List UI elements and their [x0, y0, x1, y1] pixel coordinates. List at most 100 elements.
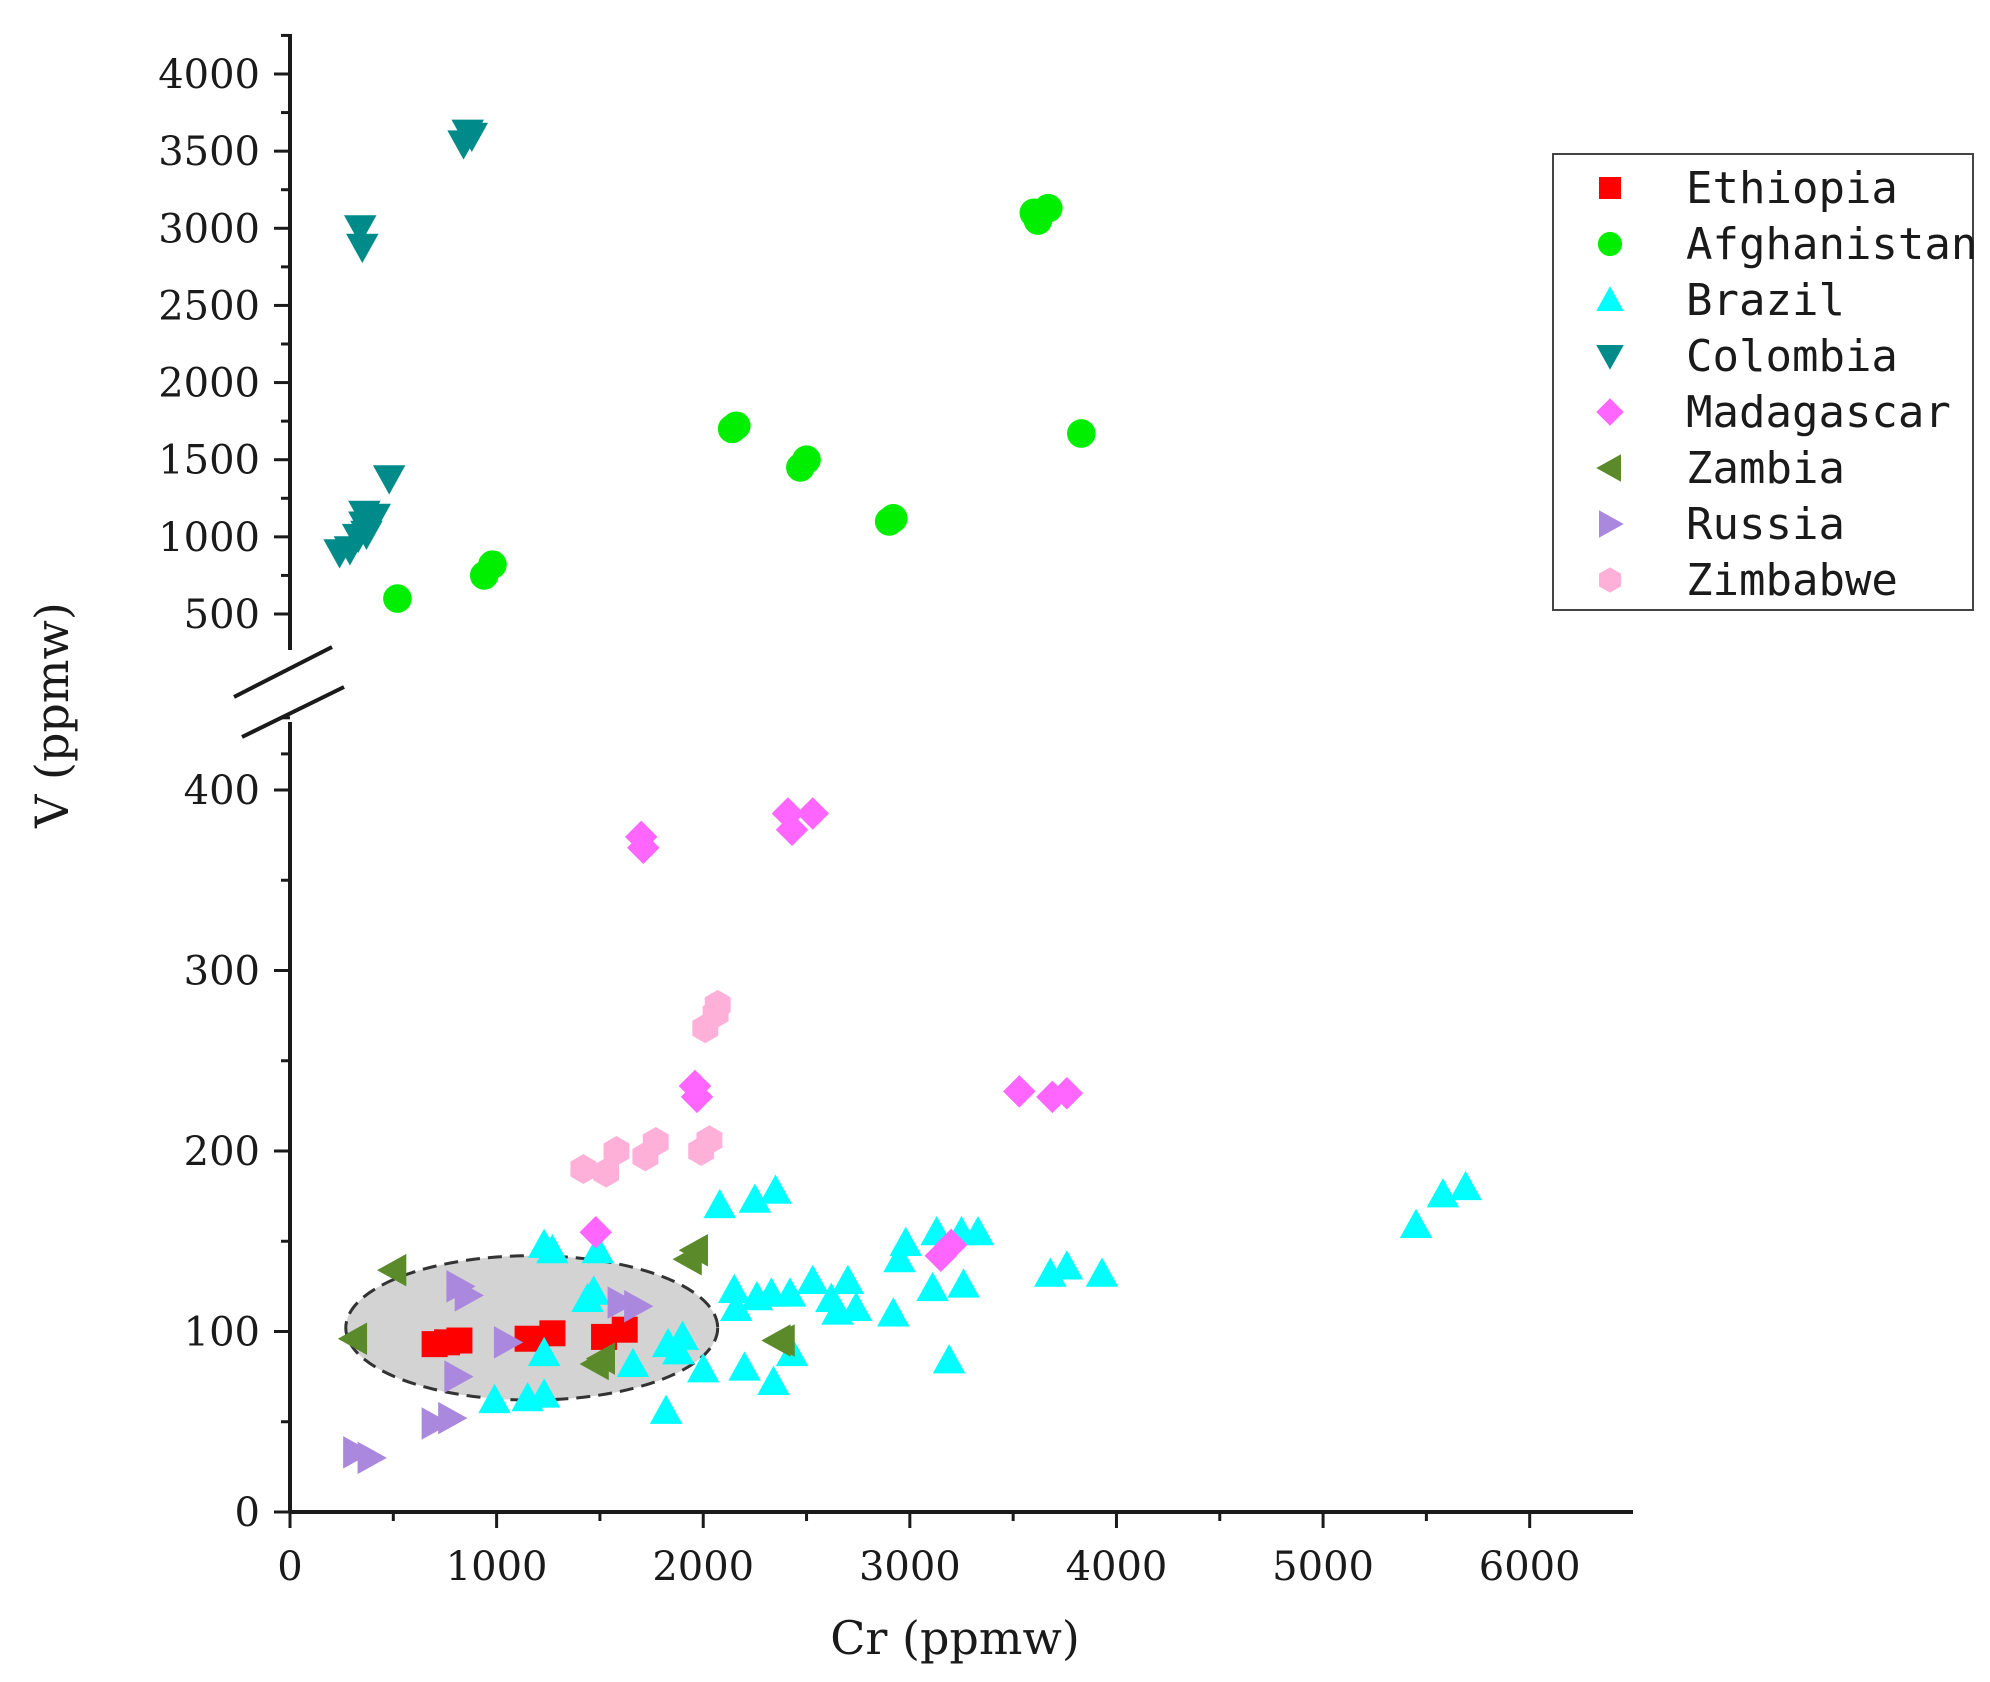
data-point [607, 1286, 637, 1319]
data-point [678, 1234, 708, 1267]
legend-item: Afghanistan [1597, 219, 1977, 270]
legend-label: Russia [1686, 499, 1845, 550]
data-point [877, 1297, 910, 1327]
data-point [796, 797, 829, 830]
series-afghanistan [383, 193, 1096, 613]
data-point [879, 504, 908, 533]
legend-label: Brazil [1686, 275, 1845, 326]
data-point [947, 1268, 980, 1298]
data-point [1399, 1208, 1433, 1239]
axis-break-slash-upper [233, 645, 333, 699]
legend-item: Brazil [1596, 275, 1845, 326]
data-point [627, 831, 660, 865]
data-point [717, 1273, 751, 1303]
data-point [337, 1322, 368, 1355]
legend-label: Colombia [1686, 331, 1898, 382]
data-point [454, 1279, 484, 1312]
data-point [377, 1253, 407, 1287]
data-point [666, 1320, 699, 1350]
data-point [1050, 1250, 1084, 1280]
x-tick-label: 1000 [446, 1544, 548, 1590]
legend-item: Colombia [1596, 331, 1898, 382]
legend-label: Zimbabwe [1686, 555, 1898, 606]
data-point [438, 1401, 468, 1435]
y-axis-title: V (ppmw) [25, 602, 79, 829]
data-point [372, 465, 406, 495]
data-point [649, 1394, 683, 1424]
data-point [343, 215, 377, 245]
y-tick-label: 1000 [158, 515, 260, 561]
data-point [703, 1188, 737, 1219]
data-point [728, 1351, 761, 1381]
legend-item: Russia [1599, 499, 1845, 550]
y-tick-label: 300 [184, 949, 260, 995]
legend-marker [1596, 398, 1624, 426]
legend-label: Ethiopia [1686, 163, 1898, 214]
y-tick-label: 500 [184, 592, 260, 638]
data-point [346, 233, 379, 264]
y-upper-ticks: 500 1000 1500 2000 2500 3000 3500 4000 [158, 33, 290, 638]
data-point [932, 1344, 966, 1374]
data-point [680, 1080, 714, 1114]
data-point [581, 1234, 615, 1264]
legend-marker [1596, 345, 1624, 370]
x-tick-label: 2000 [652, 1544, 754, 1590]
legend-marker [1599, 567, 1621, 593]
legend-item: Zimbabwe [1599, 555, 1898, 606]
y-tick-label: 2500 [158, 283, 260, 329]
data-point [1449, 1170, 1482, 1201]
series-colombia [323, 119, 489, 569]
data-point [446, 1327, 473, 1354]
series-brazil [478, 1170, 1482, 1424]
series-madagascar [579, 797, 1084, 1272]
data-point [720, 1291, 753, 1322]
y-tick-label: 4000 [158, 52, 260, 98]
legend-label: Afghanistan [1686, 219, 1977, 270]
y-lower-ticks: 0 100 200 300 400 [184, 716, 290, 1536]
legend-item: Zambia [1596, 443, 1845, 494]
data-point [383, 584, 412, 613]
x-axis-title: Cr (ppmw) [830, 1611, 1080, 1665]
data-point [585, 1342, 615, 1375]
x-tick-label: 3000 [859, 1544, 961, 1590]
y-tick-label: 1500 [158, 438, 260, 484]
data-point [883, 1243, 916, 1273]
data-point [757, 1365, 790, 1396]
data-point [831, 1264, 865, 1294]
axes [233, 34, 1633, 1514]
data-point [1003, 1075, 1036, 1108]
data-point [773, 1277, 807, 1307]
y-tick-label: 3000 [158, 206, 260, 252]
series-zimbabwe [570, 989, 731, 1188]
data-point [1067, 419, 1096, 448]
data-point [444, 1360, 474, 1393]
legend-box [1552, 153, 1974, 611]
data-point [792, 445, 821, 475]
legend-marker [1597, 231, 1623, 257]
data-point [738, 1183, 772, 1213]
data-point [616, 1347, 650, 1377]
data-point [493, 1326, 524, 1359]
legend-item: Ethiopia [1599, 163, 1898, 214]
legend-label: Madagascar [1686, 387, 1951, 438]
legend-marker [1599, 177, 1621, 199]
legend: EthiopiaAfghanistanBrazilColombiaMadagas… [1552, 153, 1977, 611]
data-point [421, 1407, 451, 1440]
data-point [593, 1157, 620, 1188]
legend-marker [1596, 286, 1624, 311]
data-point [514, 1325, 541, 1352]
data-point [478, 1383, 511, 1414]
data-point [775, 813, 809, 846]
y-tick-label: 2000 [158, 361, 260, 407]
data-point [759, 1174, 792, 1204]
data-point [358, 503, 391, 534]
y-tick-label: 0 [235, 1490, 260, 1536]
data-point [961, 1215, 995, 1246]
data-point [455, 122, 489, 152]
series-zambia [337, 1234, 795, 1381]
x-tick-label: 6000 [1479, 1544, 1581, 1590]
x-tick-label: 5000 [1272, 1544, 1374, 1590]
x-ticks: 0 1000 2000 3000 4000 5000 6000 [277, 1512, 1581, 1590]
data-point [839, 1291, 873, 1322]
